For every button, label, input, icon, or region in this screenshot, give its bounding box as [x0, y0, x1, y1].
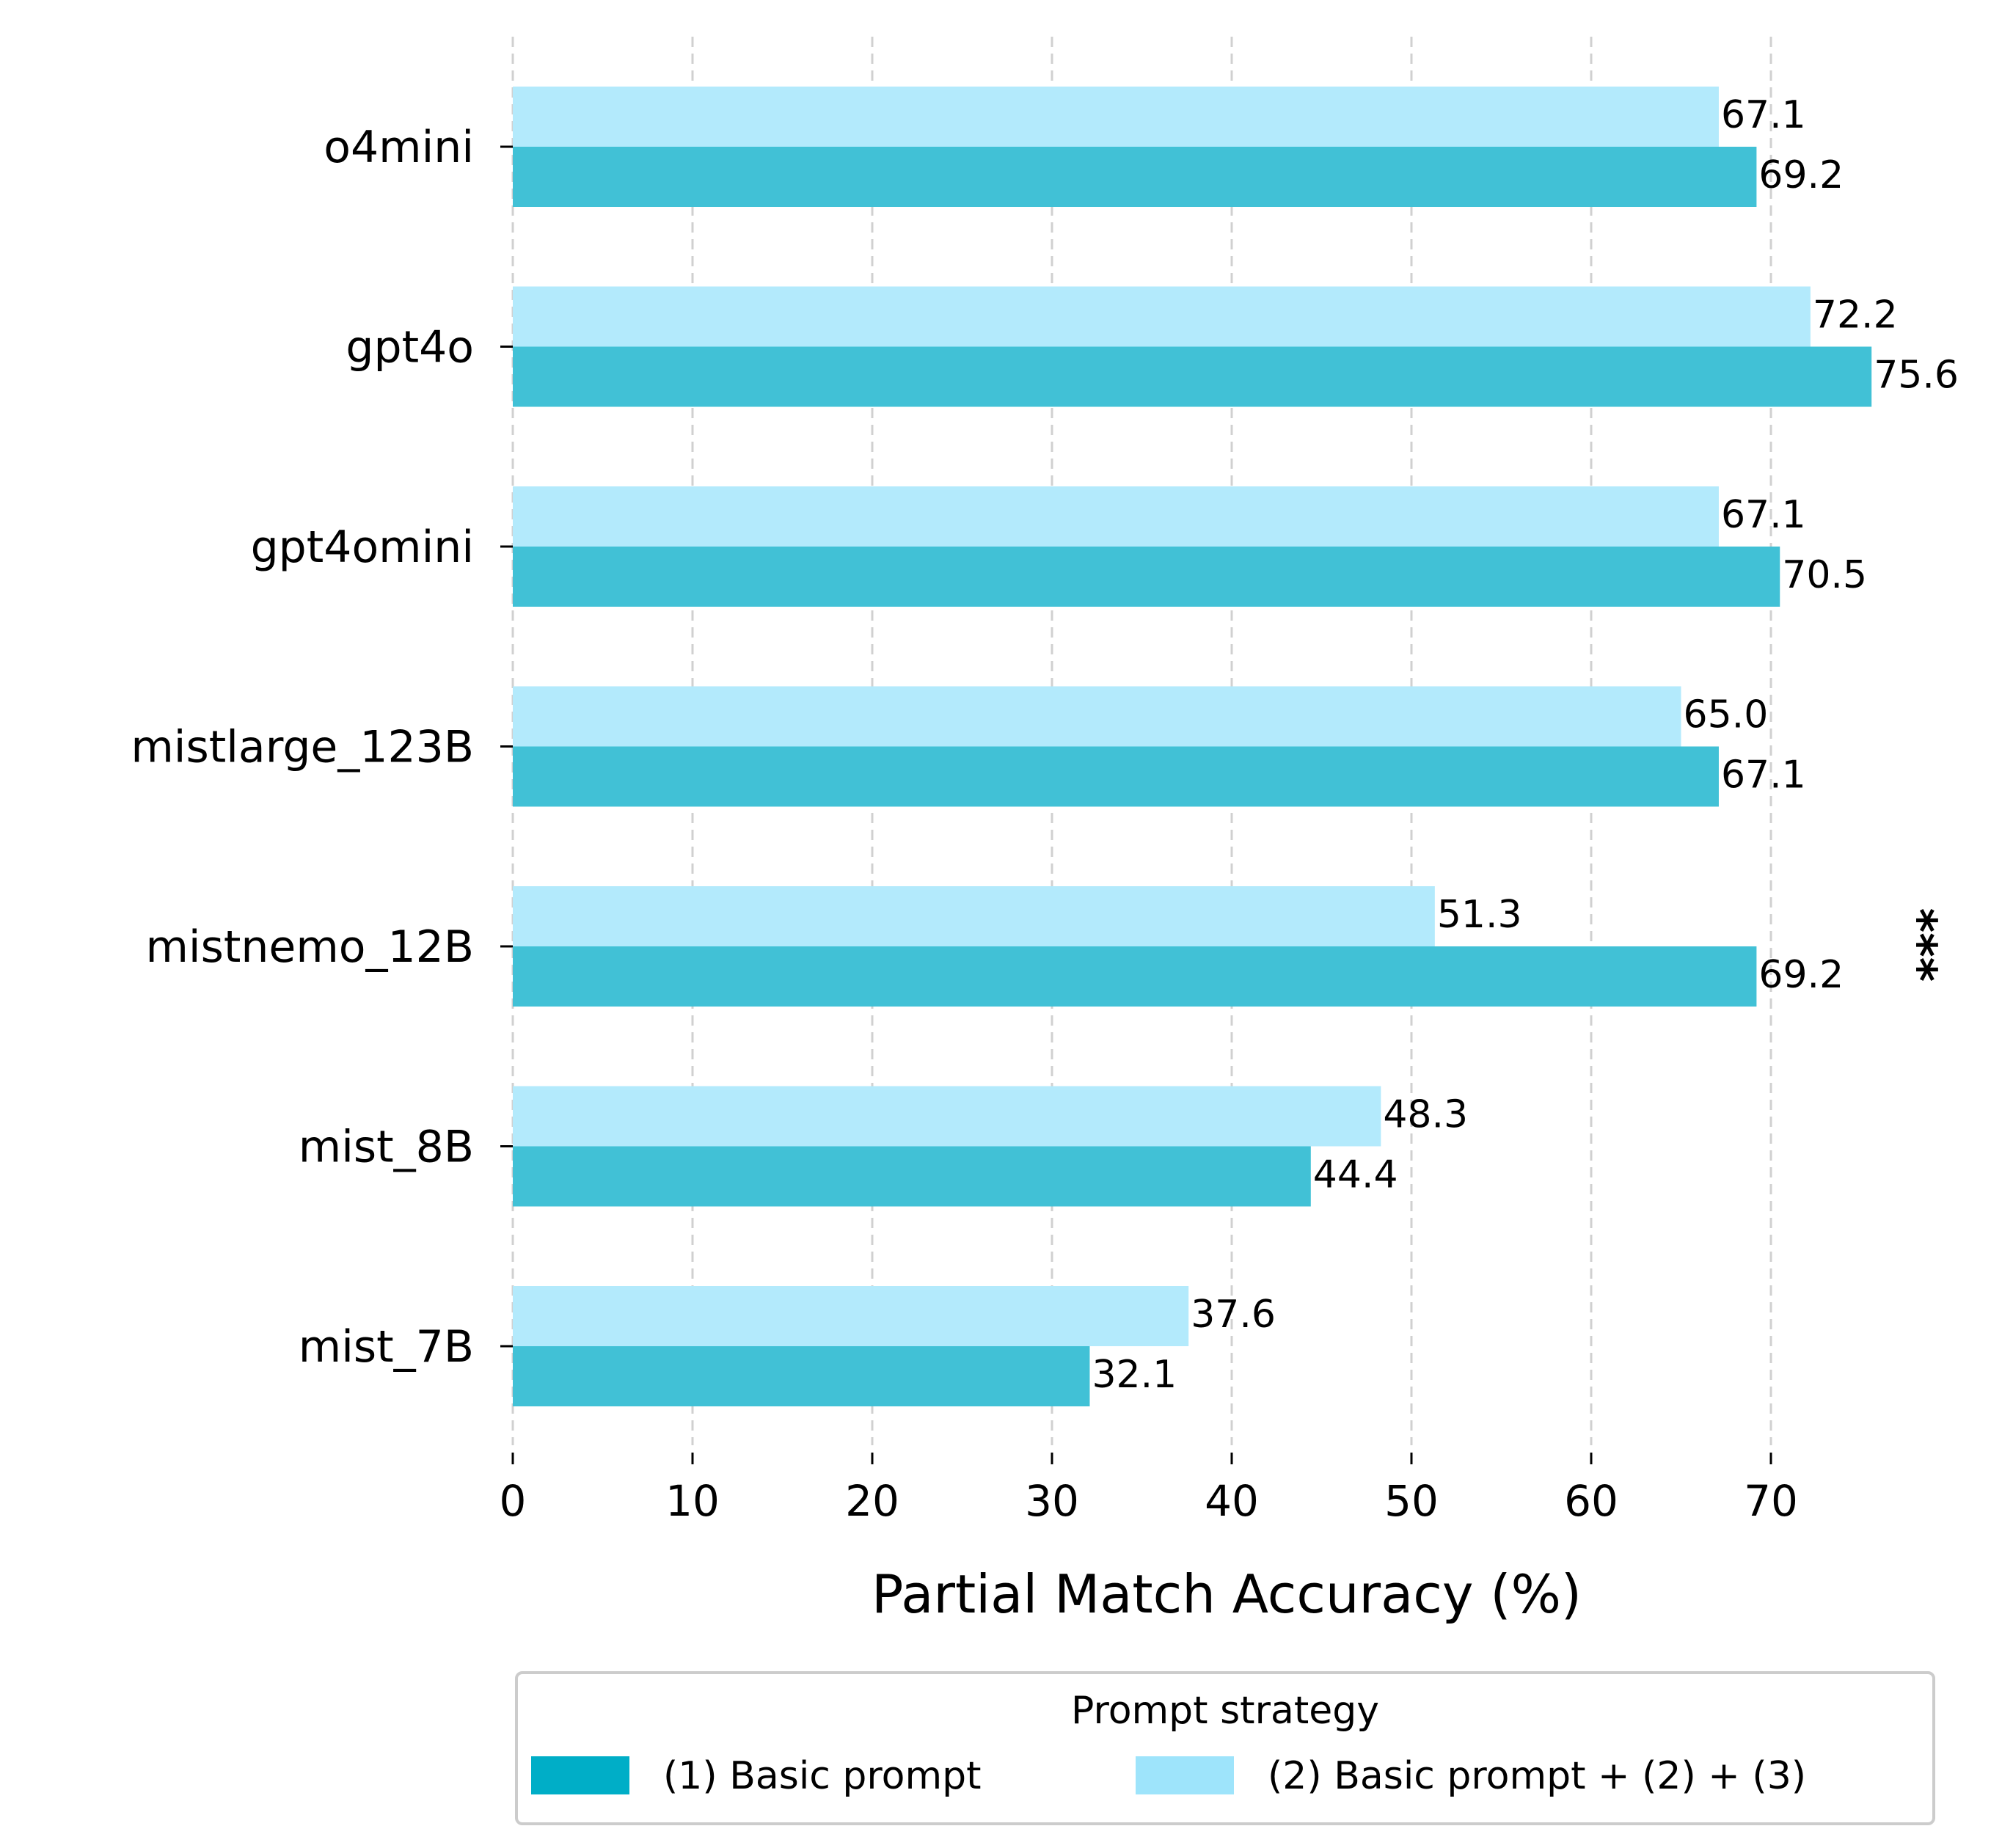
bar-mist_7B-series1	[513, 1346, 1090, 1406]
bar-mistnemo_12B-series1	[513, 946, 1757, 1007]
bar-mist_8B-series2	[513, 1086, 1381, 1147]
bar-gpt4omini-series1	[513, 547, 1780, 607]
bar-mistnemo_12B-series2	[513, 886, 1435, 946]
x-tick-label: 20	[845, 1476, 899, 1526]
legend-frame	[515, 1671, 1935, 1825]
data-label: 51.3	[1437, 893, 1522, 937]
y-tick-label: mist_7B	[299, 1321, 474, 1373]
legend-swatch-series2	[1136, 1756, 1234, 1794]
legend-title: Prompt strategy	[1071, 1689, 1379, 1733]
x-tick-label: 30	[1025, 1476, 1079, 1526]
x-tick-label: 0	[500, 1476, 527, 1526]
bar-o4mini-series1	[513, 147, 1757, 207]
x-tick-label: 60	[1564, 1476, 1618, 1526]
x-axis: 0 10 20 30 40 50 60 70	[500, 1453, 1798, 1526]
bar-mist_8B-series1	[513, 1146, 1311, 1207]
y-tick-label: mistlarge_123B	[131, 722, 474, 773]
data-label: 70.5	[1782, 553, 1867, 597]
bar-gpt4o-series2	[513, 286, 1811, 347]
data-label: 32.1	[1092, 1353, 1177, 1397]
data-labels: 67.1 69.2 72.2 75.6 67.1 70.5 65.0 67.1 51.3 69.2…	[1092, 93, 1959, 1397]
y-tick-label: gpt4o	[346, 322, 474, 373]
x-tick-label: 50	[1384, 1476, 1439, 1526]
legend-label-series2: (2) Basic prompt + (2) + (3)	[1268, 1754, 1806, 1798]
bar-gpt4o-series1	[513, 346, 1872, 407]
bar-o4mini-series2	[513, 87, 1719, 147]
y-tick-label: gpt4omini	[251, 522, 474, 573]
data-label: 67.1	[1721, 93, 1806, 137]
bars	[513, 87, 1872, 1406]
data-label: 48.3	[1383, 1093, 1468, 1137]
legend-items: (1) Basic prompt (2) Basic prompt + (2) +…	[531, 1754, 1806, 1798]
data-label: 67.1	[1721, 493, 1806, 537]
y-tick-label: o4mini	[324, 122, 474, 173]
data-label: 75.6	[1874, 354, 1959, 398]
y-tick-label: mist_8B	[299, 1122, 474, 1173]
x-axis-title: Partial Match Accuracy (%)	[872, 1563, 1582, 1625]
x-tick-label: 10	[665, 1476, 720, 1526]
annotations: ***	[1891, 908, 1946, 982]
legend-swatch-series1	[531, 1756, 629, 1794]
y-axis: o4mini gpt4o gpt4omini mistlarge_123Bmistne…	[131, 122, 513, 1373]
x-tick-label: 40	[1205, 1476, 1259, 1526]
data-label: 65.0	[1684, 693, 1769, 737]
bar-mist_7B-series2	[513, 1286, 1189, 1346]
data-label: 72.2	[1813, 293, 1898, 337]
bar-mistlarge_123B-series2	[513, 686, 1681, 747]
significance-marker: ***	[1891, 908, 1946, 982]
data-label: 37.6	[1191, 1293, 1276, 1337]
data-label: 69.2	[1758, 153, 1844, 197]
data-label: 44.4	[1313, 1153, 1398, 1197]
bar-mistlarge_123B-series1	[513, 746, 1719, 807]
bar-gpt4omini-series2	[513, 486, 1719, 547]
x-tick-label: 70	[1744, 1476, 1798, 1526]
legend-label-series1: (1) Basic prompt	[663, 1754, 982, 1798]
y-tick-label: mistnemo_12B	[145, 921, 474, 973]
data-label: 69.2	[1758, 953, 1844, 997]
x-gridlines	[511, 37, 1772, 1445]
data-label: 67.1	[1721, 753, 1806, 797]
legend: Prompt strategy (1) Basic prompt (2) Basi…	[515, 1671, 1935, 1825]
